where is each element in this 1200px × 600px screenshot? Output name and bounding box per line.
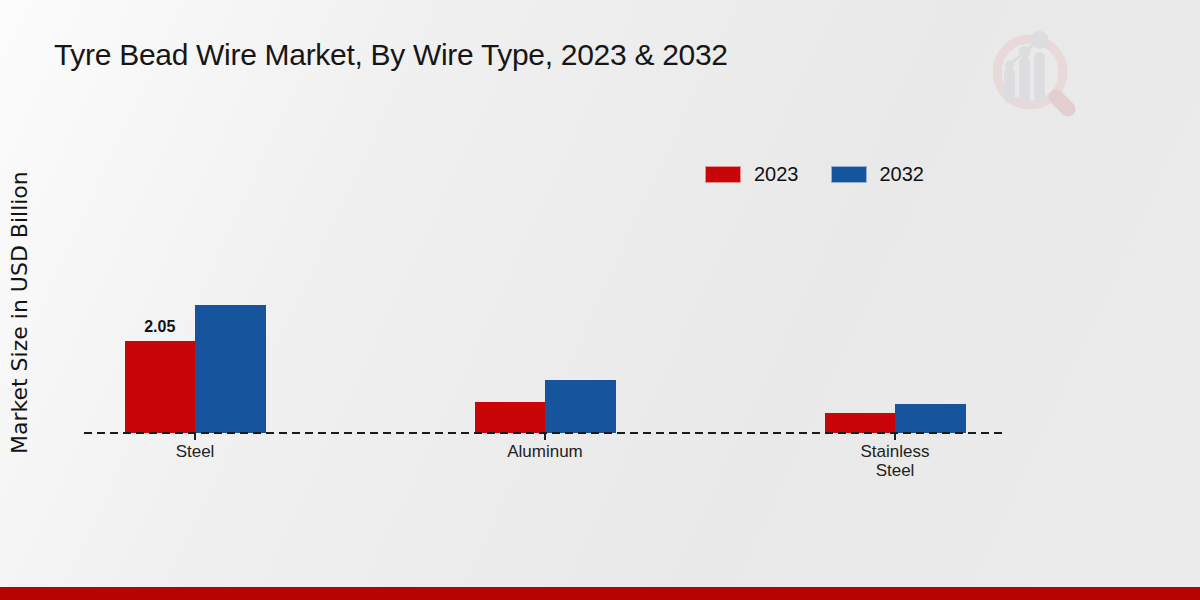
bar-2023-steel: [125, 341, 196, 433]
chart-page: Tyre Bead Wire Market, By Wire Type, 202…: [0, 0, 1200, 600]
bar-2032-stainless-steel: [895, 404, 966, 433]
category-label-aluminum: Aluminum: [495, 442, 595, 461]
bottom-accent-bar: [0, 587, 1200, 600]
bar-2032-aluminum: [545, 380, 616, 433]
market-research-future-logo: [988, 25, 1098, 125]
axis-tick-stainless-steel: [894, 434, 896, 440]
axis-tick-aluminum: [544, 434, 546, 440]
bar-2023-aluminum: [475, 402, 546, 433]
category-label-stainless-steel: Stainless Steel: [850, 442, 940, 480]
bar-2023-stainless-steel: [825, 413, 896, 433]
axis-tick-steel: [194, 434, 196, 440]
category-label-steel: Steel: [145, 442, 245, 461]
bar-2032-steel: [195, 305, 266, 433]
data-label-2023-steel: 2.05: [120, 318, 200, 336]
